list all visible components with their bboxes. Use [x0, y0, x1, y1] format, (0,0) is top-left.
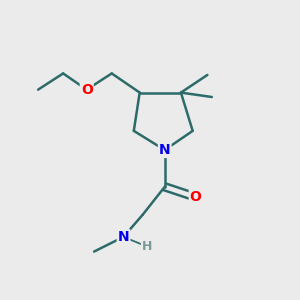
Text: H: H: [142, 240, 152, 253]
Text: N: N: [118, 230, 129, 244]
Text: N: N: [159, 143, 170, 157]
Text: O: O: [190, 190, 202, 204]
Text: O: O: [81, 82, 93, 97]
